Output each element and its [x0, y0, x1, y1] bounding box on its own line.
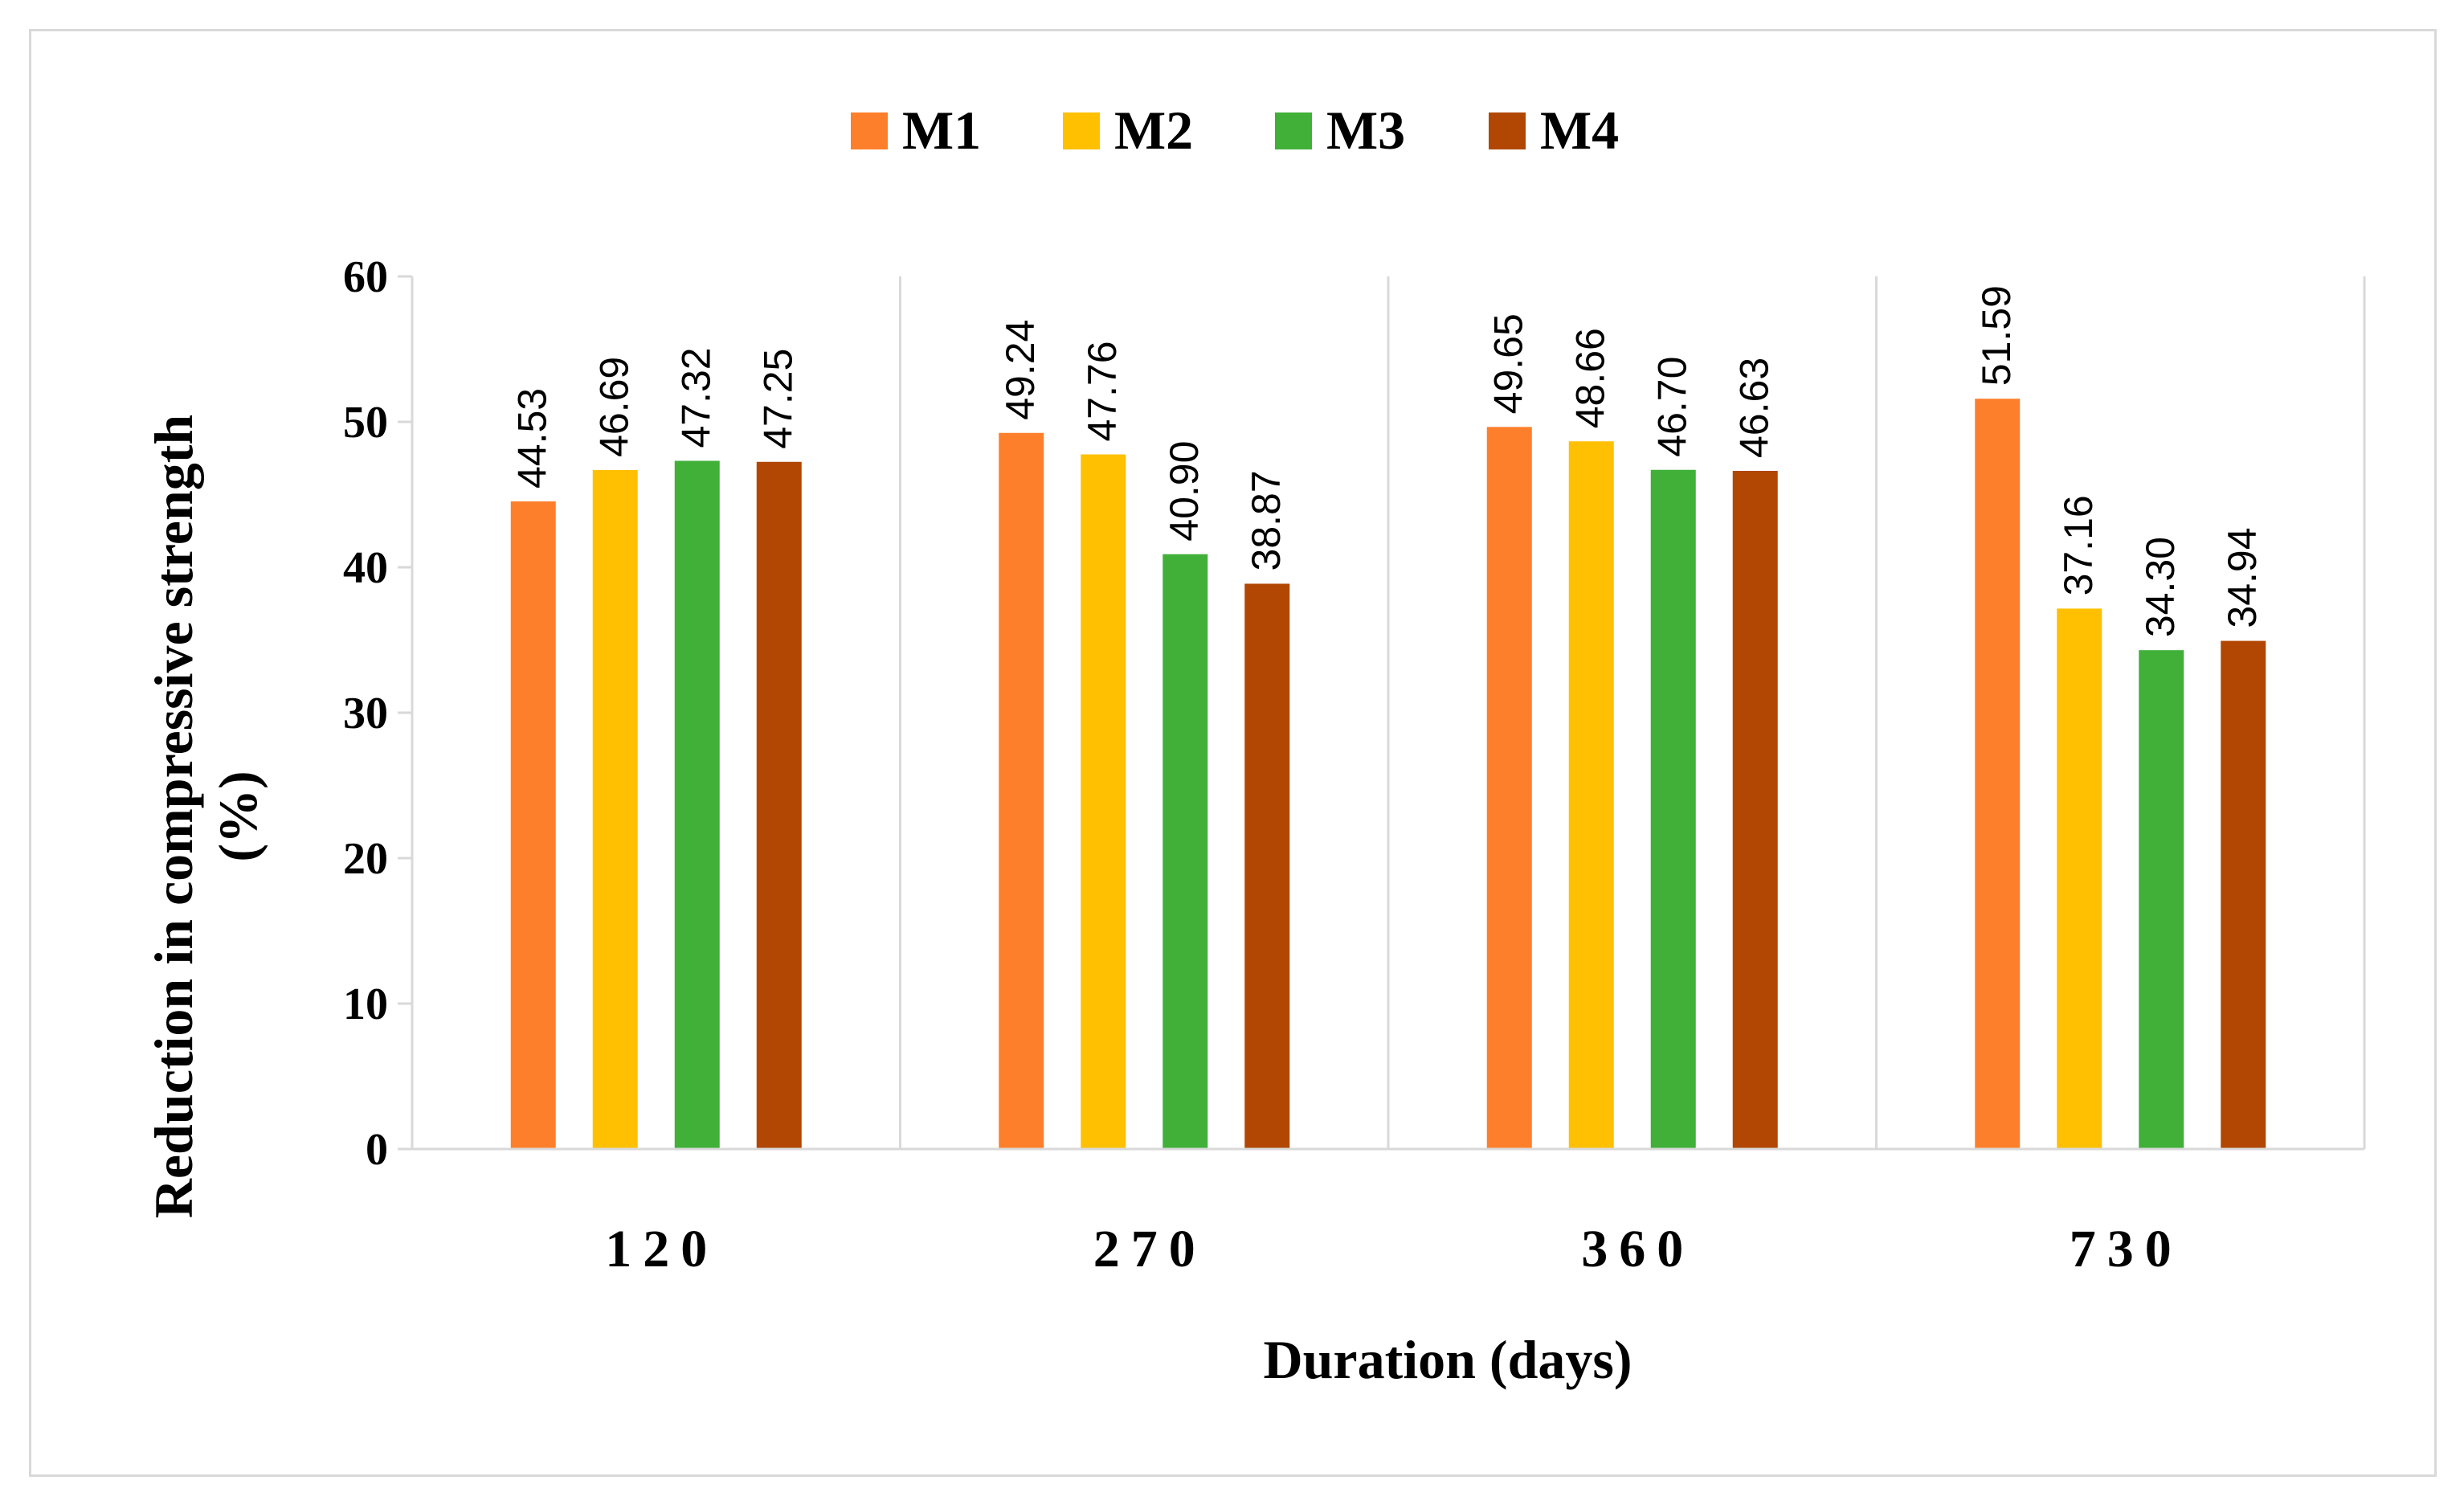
- data-label: 49.65: [1486, 313, 1531, 414]
- data-label: 47.76: [1080, 341, 1125, 441]
- bar-m1-730: [1975, 399, 2021, 1149]
- data-label: 51.59: [1974, 285, 2019, 386]
- y-tick-label: 60: [343, 252, 388, 302]
- bar-m3-120: [674, 460, 720, 1149]
- y-tick-label: 30: [343, 689, 388, 738]
- y-tick-label: 10: [343, 979, 388, 1029]
- legend-swatch-m2: [1063, 112, 1100, 149]
- y-tick-label: 20: [343, 834, 388, 884]
- x-category-label: 120: [605, 1220, 718, 1278]
- bar-m1-120: [510, 501, 556, 1149]
- y-axis-title-unit: (%): [207, 771, 268, 861]
- data-label: 47.32: [674, 347, 719, 448]
- legend-label-m1: M1: [902, 100, 981, 161]
- y-tick-label: 40: [343, 543, 388, 593]
- bar-m2-120: [592, 469, 638, 1149]
- legend-swatch-m4: [1489, 112, 1526, 149]
- data-label: 40.90: [1162, 441, 1207, 542]
- bar-m3-270: [1163, 554, 1208, 1149]
- bars: [510, 399, 2266, 1149]
- data-labels: 44.53 46.69 47.32 47.25 49.24 47.76 40.90 38.87…: [510, 285, 2266, 637]
- bar-m4-360: [1732, 470, 1778, 1149]
- bar-m3-730: [2139, 650, 2184, 1149]
- bar-m1-270: [999, 432, 1044, 1149]
- legend-label-m4: M4: [1540, 100, 1619, 161]
- bar-m4-120: [756, 461, 802, 1149]
- legend-label-m3: M3: [1326, 100, 1405, 161]
- data-label: 38.87: [1244, 470, 1289, 570]
- legend-label-m2: M2: [1114, 100, 1193, 161]
- bar-m2-730: [2057, 608, 2102, 1149]
- data-label: 46.63: [1732, 358, 1777, 458]
- bar-m4-270: [1244, 583, 1290, 1149]
- y-axis: 0 10 20 30 40 50 60: [343, 252, 414, 1175]
- legend-swatch-m3: [1275, 112, 1312, 149]
- data-label: 34.94: [2220, 527, 2265, 628]
- data-label: 46.69: [592, 357, 637, 457]
- chart-frame: M1 M2 M3 M4 0 10 20 30 40 50 60 44.53 46.69 47.32 47…: [29, 29, 2437, 1477]
- data-label: 37.16: [2056, 495, 2101, 595]
- y-axis-title: Reduction in compressive strength: [143, 415, 204, 1218]
- data-label: 47.25: [756, 349, 801, 449]
- chart: M1 M2 M3 M4 0 10 20 30 40 50 60 44.53 46.69 47.32 47…: [143, 100, 2366, 1390]
- x-category-label: 360: [1581, 1220, 1694, 1278]
- data-label: 49.24: [998, 320, 1043, 420]
- bar-m2-360: [1568, 441, 1614, 1149]
- y-tick-label: 50: [343, 398, 388, 448]
- category-separators: [899, 276, 2366, 1149]
- data-label: 46.70: [1650, 357, 1695, 457]
- bar-m4-730: [2221, 640, 2266, 1149]
- data-label: 48.66: [1568, 328, 1613, 428]
- data-label: 34.30: [2138, 537, 2183, 637]
- x-axis-title: Duration (days): [1263, 1329, 1632, 1390]
- x-category-label: 730: [2070, 1220, 2183, 1278]
- data-label: 44.53: [510, 388, 555, 489]
- legend-swatch-m1: [851, 112, 888, 149]
- x-category-label: 270: [1093, 1220, 1207, 1278]
- bar-m1-360: [1486, 427, 1532, 1149]
- bar-m3-360: [1650, 469, 1696, 1149]
- y-tick-label: 0: [366, 1125, 388, 1175]
- legend: M1 M2 M3 M4: [851, 100, 1619, 161]
- bar-m2-270: [1081, 454, 1126, 1149]
- x-axis: 120 270 360 730: [412, 1147, 2364, 1278]
